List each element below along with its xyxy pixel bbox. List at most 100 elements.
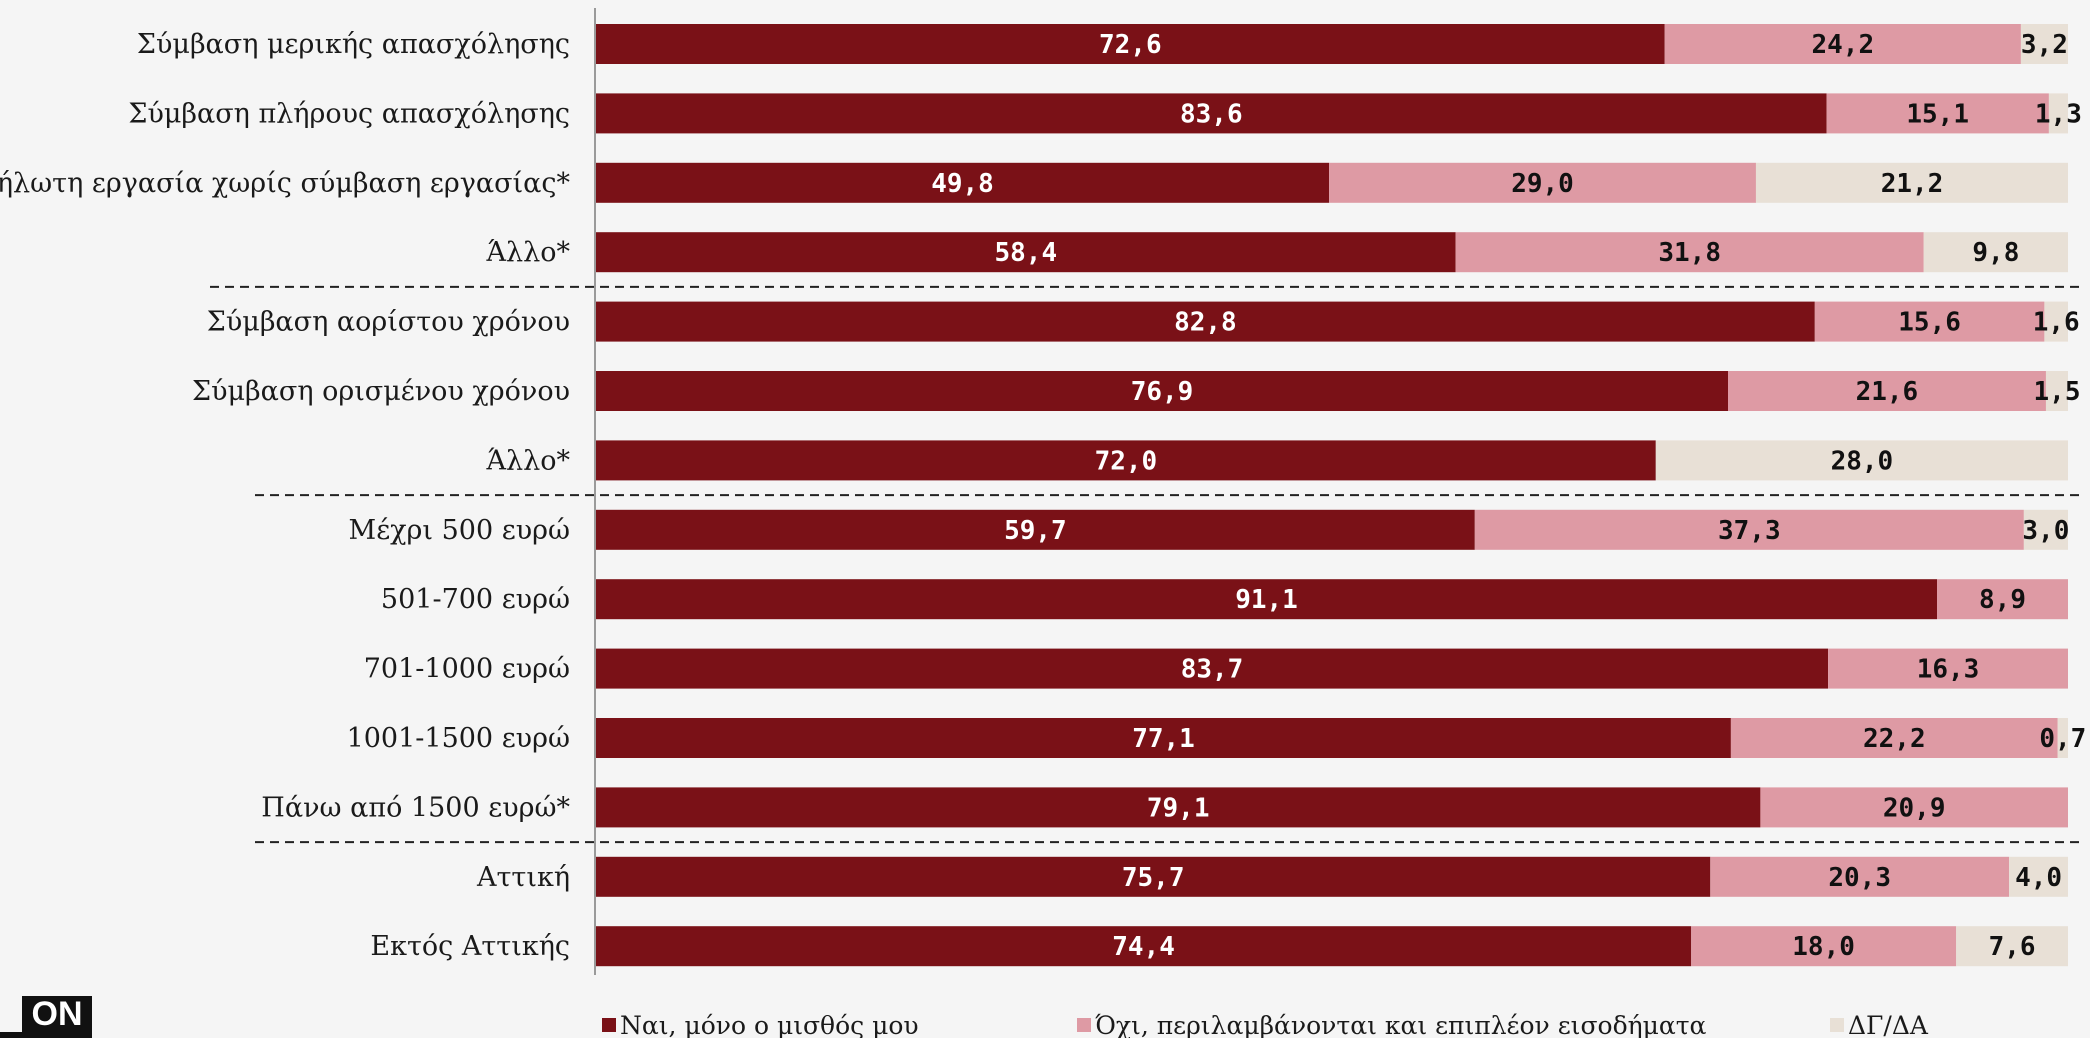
- category-label: Εκτός Αττικής: [370, 931, 570, 962]
- bar-segment-yes: [596, 926, 1692, 967]
- category-label: 701-1000 ευρώ: [364, 654, 570, 685]
- value-label: 3,2: [2021, 30, 2068, 60]
- value-label: 8,9: [1979, 585, 2026, 615]
- value-label: 76,9: [1131, 377, 1194, 407]
- bar-segment-dk: [2045, 371, 2068, 411]
- bar-segment-yes: [596, 509, 1475, 550]
- value-label: 1,6: [2033, 308, 2080, 338]
- value-label: 24,2: [1811, 30, 1874, 60]
- category-labels: Σύμβαση μερικής απασχόλησης Σύμβαση πλήρο…: [0, 29, 570, 962]
- bar-segment-yes: [596, 371, 1728, 411]
- bar-segment-yes: [596, 301, 1815, 342]
- value-label: 72,6: [1099, 30, 1162, 60]
- value-label: 74,4: [1112, 932, 1175, 962]
- bar-segment-dk: [2057, 718, 2068, 758]
- bars: [596, 24, 2068, 967]
- category-label: Αδήλωτη εργασία χωρίς σύμβαση εργασίας*: [0, 168, 570, 199]
- value-label: 28,0: [1831, 446, 1894, 476]
- bar-segment-dk: [2009, 856, 2068, 897]
- bar-segment-no: [1828, 648, 2068, 689]
- value-label: 59,7: [1004, 516, 1067, 546]
- value-label: 22,2: [1863, 724, 1926, 754]
- bar-segment-yes: [596, 162, 1330, 203]
- value-label: 4,0: [2015, 863, 2062, 893]
- bar-segment-no: [1728, 371, 2046, 411]
- value-label: 91,1: [1235, 585, 1298, 615]
- value-label: 83,6: [1180, 99, 1243, 129]
- bar-segment-yes: [596, 232, 1456, 273]
- bar-segment-yes: [596, 24, 1665, 64]
- value-label: 21,2: [1881, 169, 1944, 199]
- value-label: 18,0: [1792, 932, 1855, 962]
- bar-segment-no: [1760, 787, 2068, 828]
- value-label: 3,0: [2022, 516, 2069, 546]
- value-label: 15,1: [1906, 99, 1969, 129]
- bar-segment-dk: [2044, 301, 2068, 342]
- category-label: Σύμβαση μερικής απασχόλησης: [137, 29, 570, 60]
- category-label: Πάνω από 1500 ευρώ*: [261, 792, 570, 823]
- category-label: Σύμβαση αορίστου χρόνου: [207, 307, 570, 338]
- legend-swatch: [1077, 1018, 1091, 1032]
- legend-label: ΔΓ/ΔΑ: [1848, 1011, 1929, 1038]
- bar-segment-dk: [1923, 232, 2068, 273]
- value-label: 77,1: [1132, 724, 1195, 754]
- category-label: 501-700 ευρώ: [381, 584, 570, 615]
- value-label: 9,8: [1972, 238, 2019, 268]
- bar-segment-no: [1474, 509, 2024, 550]
- legend: Ναι, μόνο ο μισθός μου Όχι, περιλαμβάνοντ…: [602, 1011, 1929, 1038]
- value-label: 72,0: [1095, 446, 1158, 476]
- logo-text: ON: [22, 996, 92, 1038]
- bar-segment-no: [1814, 301, 2045, 342]
- category-label: Μέχρι 500 ευρώ: [349, 515, 570, 546]
- value-label: 20,9: [1883, 793, 1946, 823]
- category-label: 1001-1500 ευρώ: [347, 723, 570, 754]
- bar-segment-dk: [2020, 24, 2068, 64]
- value-label: 15,6: [1898, 308, 1961, 338]
- bar-segment-no: [1691, 926, 1957, 967]
- bar-segment-no: [1730, 718, 2058, 758]
- value-label: 1,3: [2035, 99, 2082, 129]
- legend-swatch: [602, 1018, 616, 1032]
- bar-segment-yes: [596, 579, 1937, 620]
- category-label: Σύμβαση πλήρους απασχόλησης: [128, 98, 570, 129]
- category-label: Σύμβαση ορισμένου χρόνου: [192, 376, 570, 407]
- category-label: Άλλο*: [486, 237, 571, 268]
- value-label: 49,8: [931, 169, 994, 199]
- legend-swatch: [1830, 1018, 1844, 1032]
- value-label: 16,3: [1917, 655, 1980, 685]
- bar-segment-yes: [596, 718, 1731, 758]
- bar-segment-no: [1937, 579, 2068, 620]
- value-label: 0,7: [2039, 724, 2086, 754]
- category-label: Αττική: [476, 862, 570, 893]
- value-label: 29,0: [1511, 169, 1574, 199]
- bar-segment-yes: [596, 440, 1656, 481]
- bar-segment-no: [1664, 24, 2021, 64]
- bar-segment-no: [1826, 93, 2049, 134]
- legend-label: Ναι, μόνο ο μισθός μου: [620, 1011, 919, 1038]
- value-label: 37,3: [1718, 516, 1781, 546]
- value-label: 31,8: [1658, 238, 1721, 268]
- bar-segment-dk: [2048, 93, 2068, 134]
- value-label: 83,7: [1181, 655, 1244, 685]
- value-label: 75,7: [1122, 863, 1185, 893]
- bar-segment-yes: [596, 93, 1827, 134]
- on-logo: ON: [0, 996, 92, 1038]
- group-separators: [210, 285, 2080, 844]
- bar-segment-no: [1455, 232, 1924, 273]
- bar-segment-yes: [596, 648, 1829, 689]
- value-label: 7,6: [1989, 932, 2036, 962]
- bar-segment-yes: [596, 787, 1761, 828]
- value-label: 58,4: [994, 238, 1057, 268]
- logo-lower-block: [0, 1032, 92, 1038]
- value-label: 21,6: [1856, 377, 1919, 407]
- value-label: 20,3: [1828, 863, 1891, 893]
- value-label: 82,8: [1174, 308, 1237, 338]
- legend-label: Όχι, περιλαμβάνονται και επιπλέον εισοδή…: [1095, 1011, 1707, 1038]
- bar-segment-dk: [1956, 926, 2068, 967]
- bar-segment-dk: [1755, 162, 2068, 203]
- bar-segment-no: [1710, 856, 2010, 897]
- value-labels: 72,6 24,2 3,2 83,6 15,1 1,3 49,8 29,0 21,2 58,4 31…: [931, 30, 2086, 962]
- value-label: 1,5: [2034, 377, 2081, 407]
- value-label: 79,1: [1147, 793, 1210, 823]
